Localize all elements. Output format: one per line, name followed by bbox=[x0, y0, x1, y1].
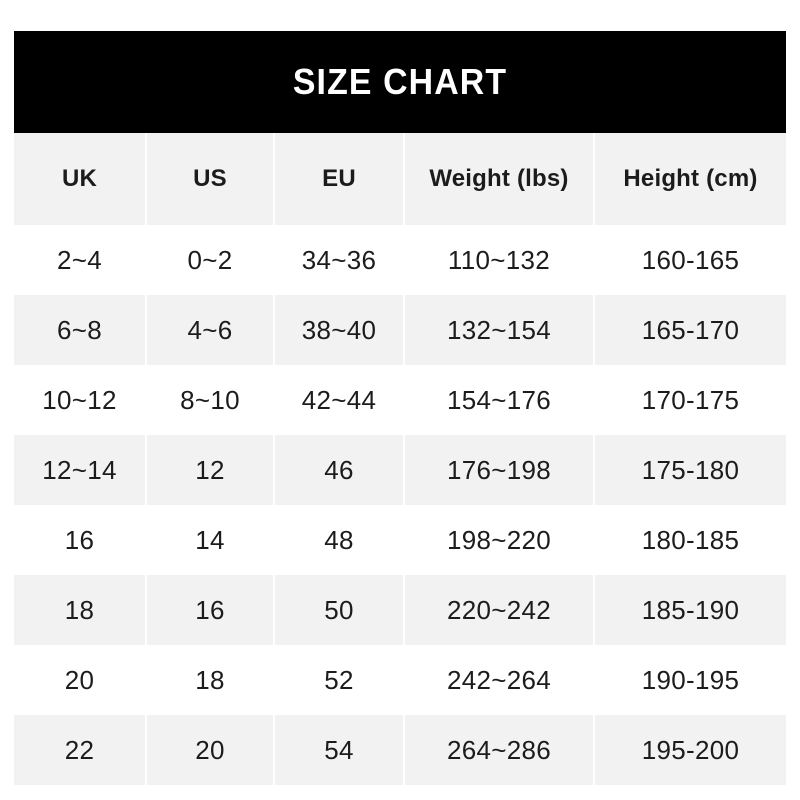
cell-eu: 46 bbox=[274, 435, 405, 505]
cell-height: 160-165 bbox=[594, 225, 786, 295]
page-title: SIZE CHART bbox=[292, 61, 508, 102]
table-row: 18 16 50 220~242 185-190 bbox=[14, 575, 786, 645]
cell-us: 12 bbox=[147, 435, 275, 505]
cell-weight: 132~154 bbox=[404, 295, 595, 365]
cell-eu: 38~40 bbox=[274, 295, 405, 365]
cell-eu: 34~36 bbox=[274, 225, 405, 295]
cell-height: 190-195 bbox=[594, 645, 786, 715]
cell-weight: 220~242 bbox=[404, 575, 595, 645]
cell-weight: 264~286 bbox=[404, 715, 595, 785]
cell-height: 185-190 bbox=[594, 575, 786, 645]
cell-height: 195-200 bbox=[594, 715, 786, 785]
table-row: 16 14 48 198~220 180-185 bbox=[14, 505, 786, 575]
cell-weight: 198~220 bbox=[404, 505, 595, 575]
cell-weight: 242~264 bbox=[404, 645, 595, 715]
cell-us: 18 bbox=[147, 645, 275, 715]
size-chart: SIZE CHART UK US EU Weight (lbs) Height (cm)… bbox=[14, 31, 786, 785]
table-row: 12~14 12 46 176~198 175-180 bbox=[14, 435, 786, 505]
cell-height: 175-180 bbox=[594, 435, 786, 505]
column-header-eu: EU bbox=[274, 133, 405, 225]
cell-us: 8~10 bbox=[147, 365, 275, 435]
column-header-uk: UK bbox=[14, 133, 147, 225]
table-row: 2~4 0~2 34~36 110~132 160-165 bbox=[14, 225, 786, 295]
cell-weight: 176~198 bbox=[404, 435, 595, 505]
cell-uk: 20 bbox=[14, 645, 147, 715]
cell-us: 14 bbox=[147, 505, 275, 575]
cell-eu: 42~44 bbox=[274, 365, 405, 435]
cell-uk: 2~4 bbox=[14, 225, 147, 295]
cell-height: 165-170 bbox=[594, 295, 786, 365]
table-header: UK US EU Weight (lbs) Height (cm) bbox=[14, 133, 786, 225]
cell-uk: 16 bbox=[14, 505, 147, 575]
cell-uk: 12~14 bbox=[14, 435, 147, 505]
cell-eu: 48 bbox=[274, 505, 405, 575]
table-header-row: UK US EU Weight (lbs) Height (cm) bbox=[14, 133, 786, 225]
cell-us: 4~6 bbox=[147, 295, 275, 365]
cell-uk: 18 bbox=[14, 575, 147, 645]
cell-height: 170-175 bbox=[594, 365, 786, 435]
cell-weight: 110~132 bbox=[404, 225, 595, 295]
cell-weight: 154~176 bbox=[404, 365, 595, 435]
column-header-us: US bbox=[147, 133, 275, 225]
table-row: 22 20 54 264~286 195-200 bbox=[14, 715, 786, 785]
title-banner: SIZE CHART bbox=[14, 31, 786, 133]
cell-eu: 52 bbox=[274, 645, 405, 715]
column-header-height: Height (cm) bbox=[594, 133, 786, 225]
cell-height: 180-185 bbox=[594, 505, 786, 575]
cell-uk: 6~8 bbox=[14, 295, 147, 365]
cell-eu: 54 bbox=[274, 715, 405, 785]
table-row: 6~8 4~6 38~40 132~154 165-170 bbox=[14, 295, 786, 365]
cell-us: 20 bbox=[147, 715, 275, 785]
table-row: 10~12 8~10 42~44 154~176 170-175 bbox=[14, 365, 786, 435]
column-header-weight: Weight (lbs) bbox=[404, 133, 595, 225]
cell-us: 0~2 bbox=[147, 225, 275, 295]
table-body: 2~4 0~2 34~36 110~132 160-165 6~8 4~6 38~40 132~… bbox=[14, 225, 786, 785]
table-row: 20 18 52 242~264 190-195 bbox=[14, 645, 786, 715]
cell-us: 16 bbox=[147, 575, 275, 645]
size-chart-table: UK US EU Weight (lbs) Height (cm) 2~4 0~2 34~3… bbox=[14, 133, 786, 785]
cell-eu: 50 bbox=[274, 575, 405, 645]
cell-uk: 10~12 bbox=[14, 365, 147, 435]
cell-uk: 22 bbox=[14, 715, 147, 785]
